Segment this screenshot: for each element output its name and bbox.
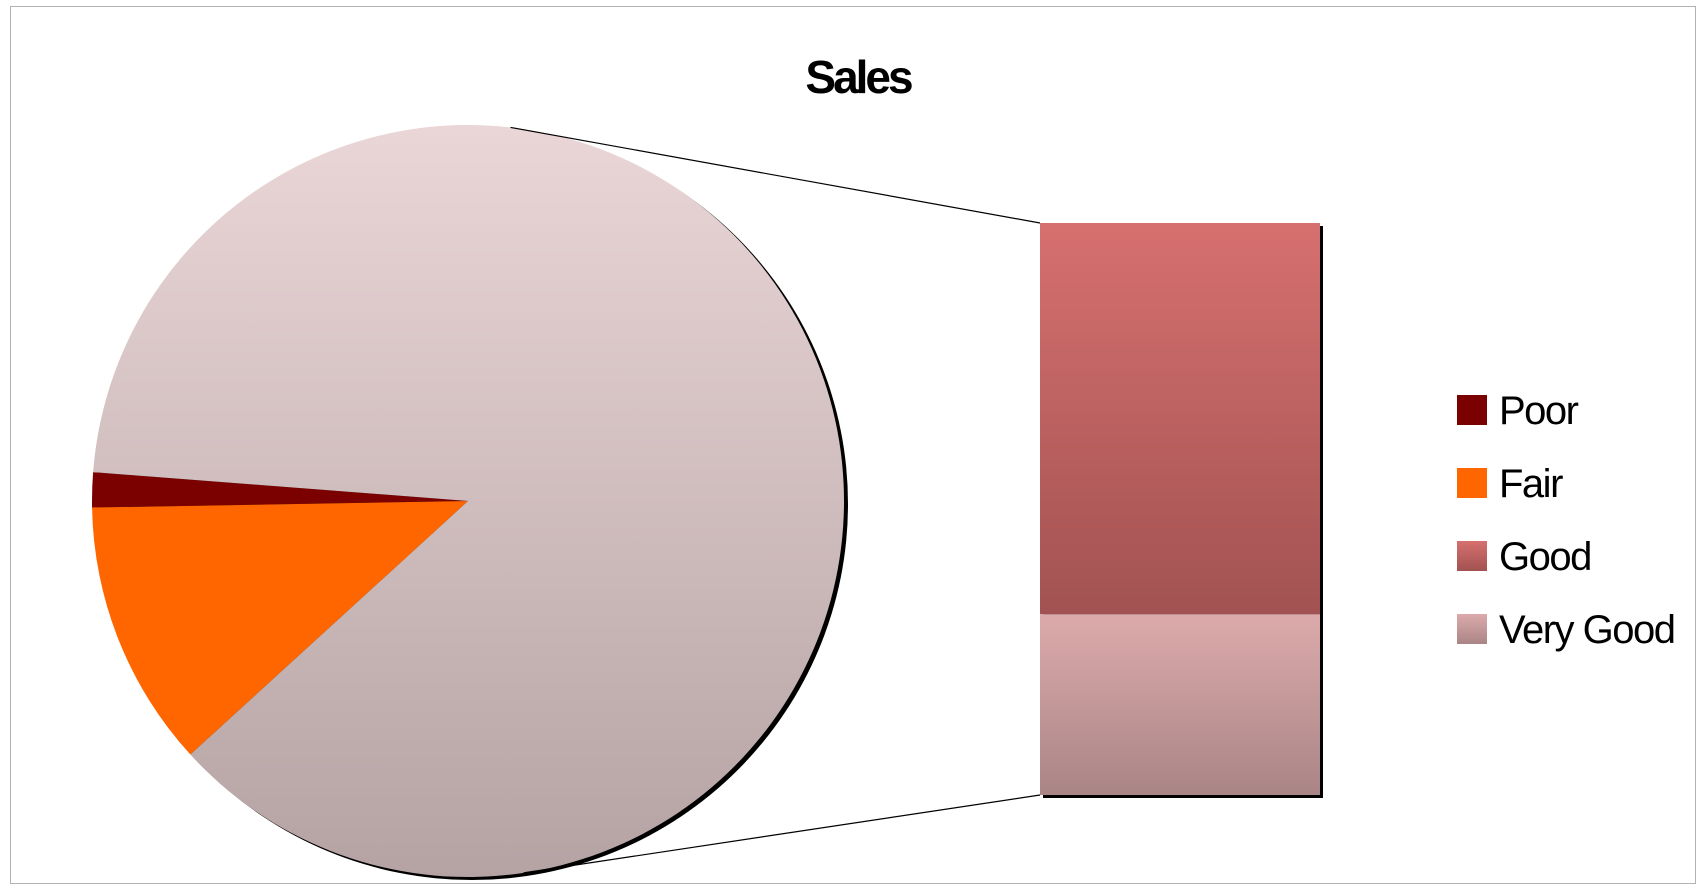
legend: Poor Fair Good Very Good <box>1457 389 1676 652</box>
bar-segment-good <box>1040 223 1320 615</box>
legend-swatch-very-good <box>1457 614 1487 644</box>
legend-swatch-good <box>1457 541 1487 571</box>
legend-item-very-good: Very Good <box>1457 608 1676 652</box>
legend-label-fair: Fair <box>1499 462 1563 506</box>
chart-title: Sales <box>805 51 912 103</box>
connector-group <box>510 126 1041 874</box>
legend-item-good: Good <box>1457 535 1592 579</box>
legend-label-poor: Poor <box>1499 389 1579 433</box>
legend-swatch-fair <box>1457 468 1487 498</box>
legend-item-fair: Fair <box>1457 462 1565 506</box>
legend-item-poor: Poor <box>1457 389 1580 433</box>
pie-slice-fair <box>92 501 469 755</box>
connector-line-bottom <box>523 794 1041 874</box>
legend-label-very-good: Very Good <box>1499 608 1675 652</box>
bar-segment-very-good <box>1040 614 1320 795</box>
legend-swatch-poor <box>1457 395 1487 425</box>
pie-slice-other <box>93 125 845 878</box>
connector-line-top <box>510 126 1041 224</box>
stacked-bar-group <box>1040 223 1323 798</box>
pie-group <box>91 125 845 878</box>
pie-slice-poor <box>91 472 468 508</box>
legend-label-good: Good <box>1499 535 1591 579</box>
